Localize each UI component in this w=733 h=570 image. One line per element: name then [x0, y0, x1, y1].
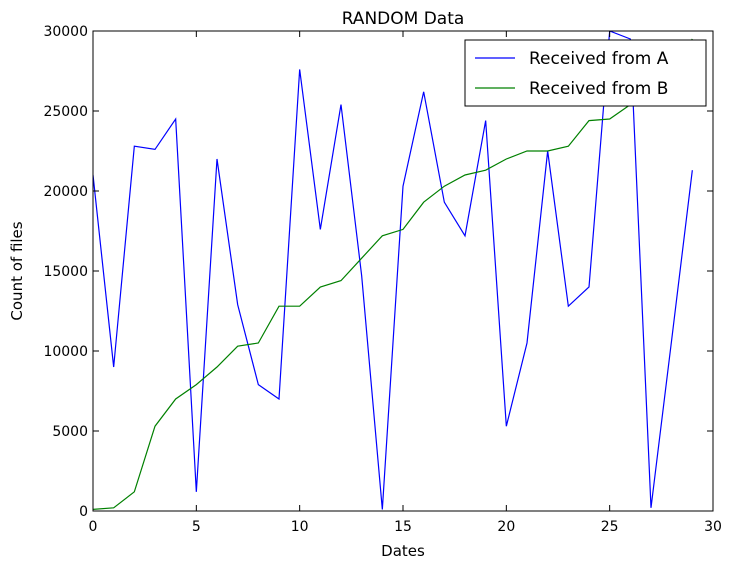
x-tick-label: 10: [291, 519, 309, 535]
y-tick-label: 5000: [52, 424, 88, 440]
ticks-layer: 0 5 10 15 20 25 30 0 5000 10000 15000 20000 25000 300…: [43, 24, 721, 535]
legend: Received from A Received from B: [464, 39, 707, 107]
x-axis-label: Dates: [381, 542, 425, 560]
x-tick-label: 0: [89, 519, 98, 535]
chart-title: RANDOM Data: [342, 9, 465, 29]
y-tick-label: 30000: [43, 24, 88, 40]
x-tick-label: 25: [601, 519, 619, 535]
x-tick-label: 5: [192, 519, 201, 535]
y-axis-label: Count of files: [8, 221, 26, 320]
legend-box: [464, 39, 707, 107]
x-tick-label: 30: [704, 519, 722, 535]
y-tick-label: 20000: [43, 184, 88, 200]
x-tick-label: 20: [497, 519, 515, 535]
y-tick-label: 25000: [43, 104, 88, 120]
legend-entry: Received from B: [529, 79, 668, 99]
series-line-a: [93, 31, 693, 510]
plot-frame: [92, 30, 714, 512]
y-tick-label: 15000: [43, 264, 88, 280]
series-layer: [93, 31, 693, 510]
legend-entry: Received from A: [529, 49, 669, 69]
y-tick-label: 10000: [43, 344, 88, 360]
y-tick-label: 0: [79, 504, 88, 520]
series-line-b: [93, 38, 693, 510]
x-tick-label: 15: [394, 519, 412, 535]
